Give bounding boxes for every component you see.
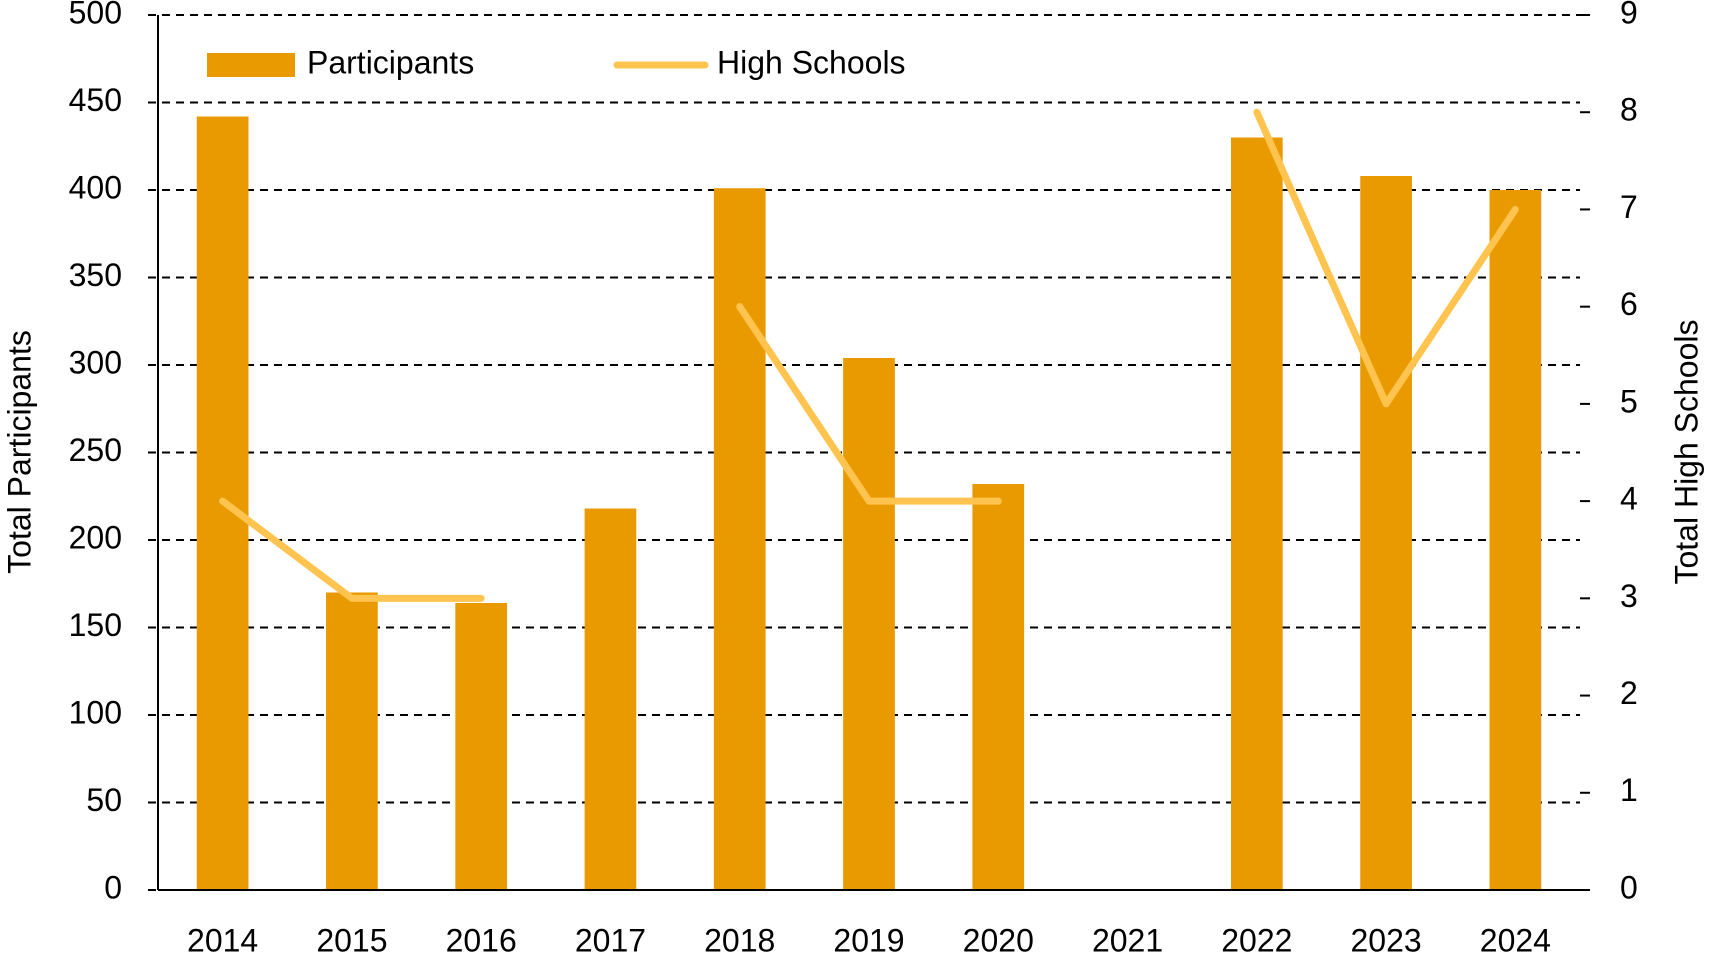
y2-tick-label: 4	[1620, 481, 1638, 517]
y2-tick-label: 5	[1620, 383, 1638, 419]
x-tick-label: 2017	[575, 922, 646, 958]
y2-tick-label: 0	[1620, 869, 1638, 905]
line	[1253, 108, 1519, 408]
y-tick-label: 0	[104, 869, 122, 905]
y2-tick-label: 3	[1620, 578, 1638, 614]
x-tick-label: 2022	[1221, 922, 1292, 958]
y2-tick-label: 1	[1620, 772, 1638, 808]
y-tick-label: 200	[69, 519, 122, 555]
y-tick-label: 500	[69, 0, 122, 30]
bar	[1489, 190, 1542, 890]
bar	[455, 603, 508, 890]
y2-tick-label: 8	[1620, 92, 1638, 128]
bar	[713, 188, 766, 890]
y-tick-label: 150	[69, 607, 122, 643]
x-tick-label: 2024	[1480, 922, 1551, 958]
bar	[1360, 176, 1412, 890]
y2-tick-label: 9	[1620, 0, 1638, 30]
bar	[584, 508, 637, 890]
y2-tick-label: 7	[1620, 189, 1638, 225]
y-tick-label: 300	[69, 344, 122, 380]
y-tick-label: 350	[69, 257, 122, 293]
line	[219, 497, 485, 602]
legend-swatch	[207, 53, 295, 77]
x-tick-label: 2023	[1350, 922, 1421, 958]
legend-label: High Schools	[717, 44, 906, 80]
y2-tick-label: 6	[1620, 286, 1638, 322]
y-tick-label: 400	[69, 169, 122, 205]
y-tick-label: 450	[69, 82, 122, 118]
bar	[843, 358, 895, 890]
x-tick-label: 2016	[446, 922, 517, 958]
y-axis-label: Total Participants	[1, 330, 37, 574]
x-tick-label: 2014	[187, 922, 258, 958]
y-tick-label: 100	[69, 694, 122, 730]
x-tick-label: 2019	[833, 922, 904, 958]
y2-tick-label: 2	[1620, 675, 1638, 711]
bar	[326, 592, 378, 890]
y-tick-label: 50	[86, 782, 122, 818]
legend-label: Participants	[307, 44, 474, 80]
bar	[972, 484, 1025, 890]
bar	[1230, 137, 1283, 890]
x-tick-label: 2015	[316, 922, 387, 958]
x-tick-label: 2020	[963, 922, 1034, 958]
x-tick-label: 2021	[1092, 922, 1163, 958]
line	[736, 303, 1002, 505]
y2-axis-label: Total High Schools	[1668, 319, 1704, 584]
x-tick-label: 2018	[704, 922, 775, 958]
y-tick-label: 250	[69, 432, 122, 468]
